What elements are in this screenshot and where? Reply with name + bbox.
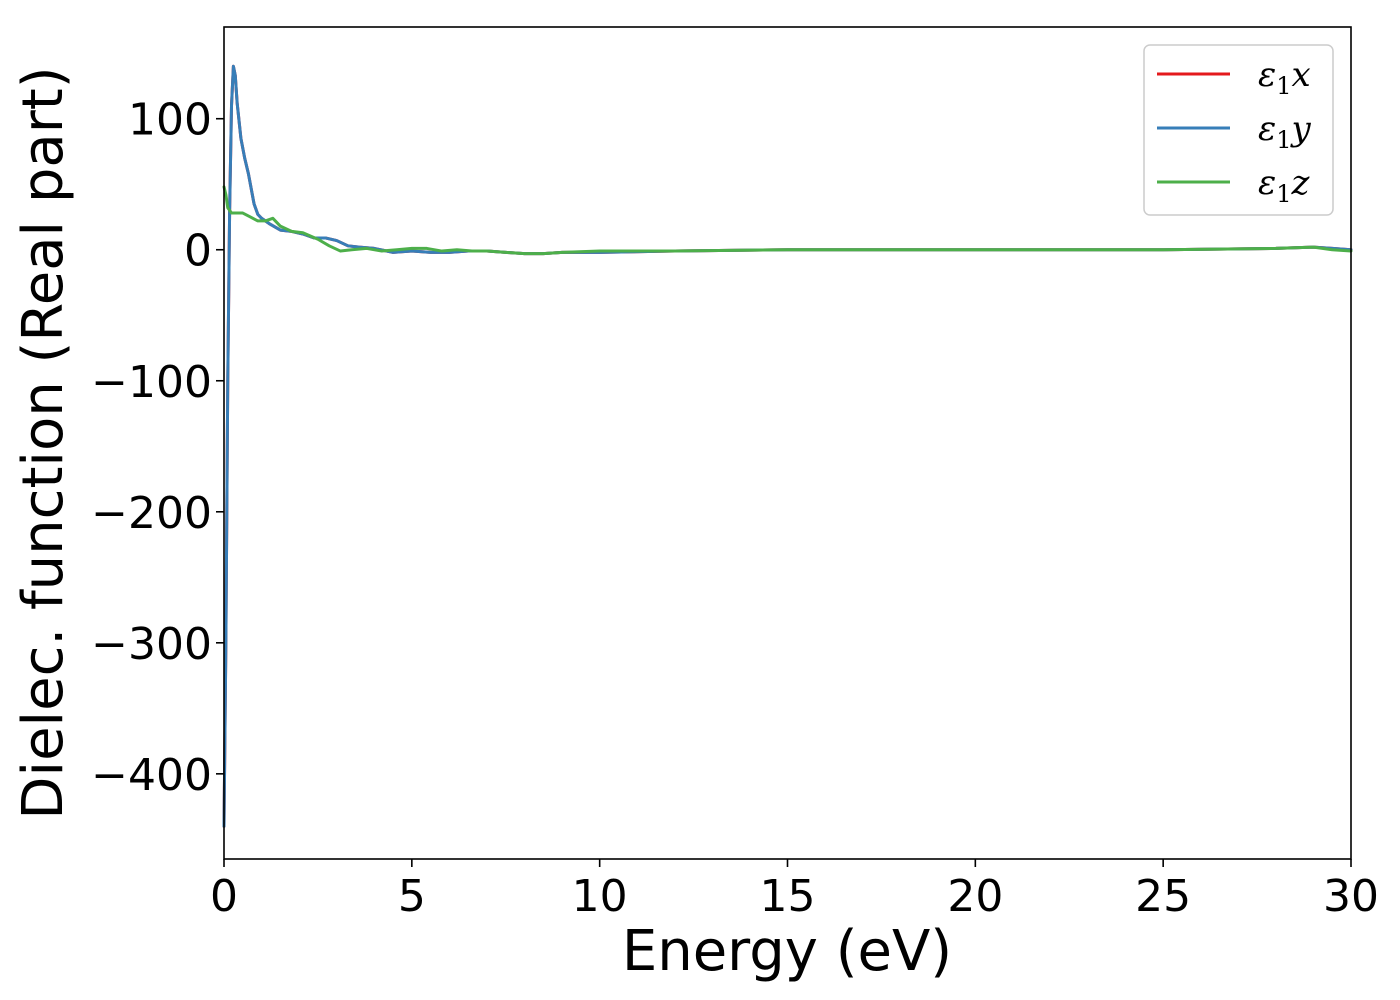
series-layer	[222, 64, 1353, 828]
legend: ε1x ε1y ε1z	[1143, 44, 1334, 216]
x-tick-label-4: 20	[947, 871, 1003, 922]
legend-label-x: ε1x	[1258, 55, 1311, 100]
y-axis: 100 0 −100 −200 −300 −400	[91, 95, 224, 801]
y-tick-label-1: 0	[184, 226, 212, 277]
y-tick-label-3: −200	[91, 488, 212, 539]
y-axis-title: Dielec. function (Real part)	[11, 66, 76, 819]
x-tick-label-6: 30	[1323, 871, 1379, 922]
x-tick-label-0: 0	[210, 871, 238, 922]
y-tick-label-5: −400	[91, 750, 212, 801]
x-axis-title: Energy (eV)	[622, 919, 952, 984]
x-tick-label-5: 25	[1135, 871, 1191, 922]
legend-label-y: ε1y	[1258, 109, 1312, 154]
y-tick-label-0: 100	[128, 95, 212, 146]
y-tick-label-4: −300	[91, 619, 212, 670]
x-axis: 0 5 10 15 20 25 30	[210, 859, 1379, 922]
series-line-z	[222, 185, 1353, 256]
x-tick-label-2: 10	[572, 871, 628, 922]
x-tick-label-1: 5	[398, 871, 426, 922]
x-tick-label-3: 15	[760, 871, 816, 922]
legend-box	[1143, 44, 1334, 216]
y-tick-label-2: −100	[91, 357, 212, 408]
legend-label-z: ε1z	[1258, 163, 1311, 208]
